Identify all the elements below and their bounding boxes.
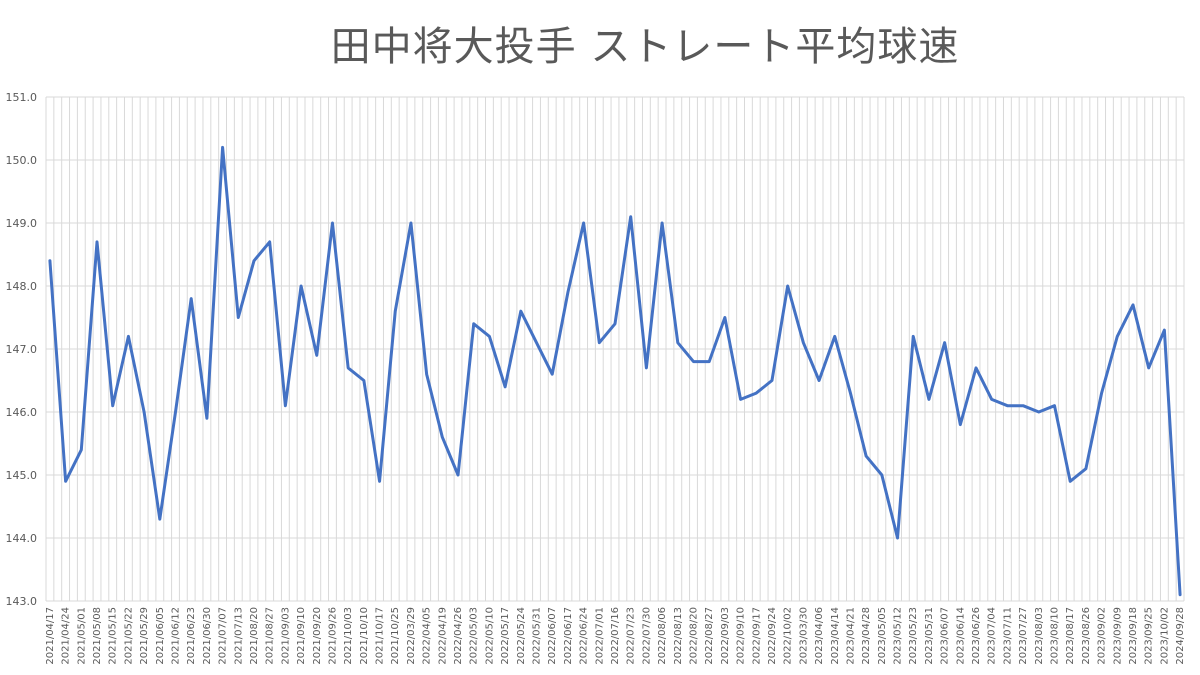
x-tick-label: 2021/05/22 bbox=[123, 607, 134, 665]
x-tick-label: 2023/04/28 bbox=[861, 607, 872, 665]
x-tick-label: 2022/06/24 bbox=[579, 607, 590, 665]
x-tick-label: 2022/05/24 bbox=[516, 607, 527, 665]
series bbox=[48, 145, 1182, 597]
x-tick-label: 2022/04/05 bbox=[422, 607, 433, 665]
x-tick-label: 2023/07/11 bbox=[1002, 607, 1013, 665]
x-tick-label: 2022/05/31 bbox=[532, 607, 543, 665]
x-tick-label: 2021/08/27 bbox=[265, 607, 276, 665]
x-tick-label: 2021/05/01 bbox=[76, 607, 87, 665]
x-tick-label: 2022/09/24 bbox=[767, 607, 778, 665]
x-tick-label: 2022/04/19 bbox=[437, 607, 448, 665]
x-tick-label: 2022/08/06 bbox=[657, 607, 668, 665]
y-tick-label: 149.0 bbox=[6, 217, 38, 230]
x-tick-label: 2024/09/28 bbox=[1175, 607, 1186, 665]
x-tick-label: 2023/04/06 bbox=[814, 607, 825, 665]
x-tick-label: 2022/10/02 bbox=[783, 607, 794, 665]
x-tick-label: 2021/07/13 bbox=[233, 607, 244, 665]
x-tick-label: 2023/09/18 bbox=[1128, 607, 1139, 665]
x-tick-label: 2023/07/04 bbox=[987, 607, 998, 665]
x-tick-label: 2021/06/30 bbox=[202, 607, 213, 665]
x-tick-label: 2023/10/02 bbox=[1159, 607, 1170, 665]
x-tick-label: 2023/06/26 bbox=[971, 607, 982, 665]
x-tick-label: 2023/08/03 bbox=[1034, 607, 1045, 665]
x-tick-label: 2021/06/05 bbox=[155, 607, 166, 665]
x-tick-label: 2022/09/03 bbox=[720, 607, 731, 665]
x-tick-label: 2022/07/30 bbox=[641, 607, 652, 665]
x-tick-label: 2021/09/20 bbox=[312, 607, 323, 665]
chart-title: 田中将大投手 ストレート平均球速 bbox=[330, 24, 960, 70]
x-tick-label: 2021/06/12 bbox=[170, 607, 181, 665]
x-tick-label: 2023/06/14 bbox=[955, 607, 966, 665]
x-tick-label: 2021/09/26 bbox=[327, 607, 338, 665]
x-tick-label: 2023/09/02 bbox=[1097, 607, 1108, 665]
x-tick-label: 2022/05/10 bbox=[484, 607, 495, 665]
x-tick-label: 2022/05/17 bbox=[500, 607, 511, 665]
x-tick-label: 2021/10/17 bbox=[375, 607, 386, 665]
x-tick-label: 2021/05/29 bbox=[139, 607, 150, 665]
x-tick-label: 2021/05/08 bbox=[92, 607, 103, 665]
x-tick-label: 2023/06/07 bbox=[940, 607, 951, 665]
x-tick-label: 2021/04/17 bbox=[45, 607, 56, 665]
x-tick-label: 2023/03/30 bbox=[798, 607, 809, 665]
x-tick-label: 2022/07/23 bbox=[626, 607, 637, 665]
x-tick-label: 2021/10/25 bbox=[390, 607, 401, 665]
x-axis-ticks: 2021/04/17 2021/04/24 2021/05/01 2021/05/08… bbox=[45, 607, 1186, 665]
x-tick-label: 2022/08/13 bbox=[673, 607, 684, 665]
y-tick-label: 147.0 bbox=[6, 343, 38, 356]
x-tick-label: 2023/09/25 bbox=[1144, 607, 1155, 665]
x-tick-label: 2021/07/07 bbox=[218, 607, 229, 665]
y-tick-label: 150.0 bbox=[6, 154, 38, 167]
series-line bbox=[48, 145, 1182, 597]
x-tick-label: 2022/07/16 bbox=[610, 607, 621, 665]
x-tick-label: 2023/08/10 bbox=[1050, 607, 1061, 665]
x-tick-label: 2023/08/26 bbox=[1081, 607, 1092, 665]
x-tick-label: 2022/07/01 bbox=[594, 607, 605, 665]
y-tick-label: 148.0 bbox=[6, 280, 38, 293]
x-tick-label: 2022/03/29 bbox=[406, 607, 417, 665]
x-tick-label: 2022/08/20 bbox=[688, 607, 699, 665]
x-tick-label: 2021/10/03 bbox=[343, 607, 354, 665]
grid-lines bbox=[45, 96, 1185, 602]
x-tick-label: 2021/06/23 bbox=[186, 607, 197, 665]
x-tick-label: 2023/05/05 bbox=[877, 607, 888, 665]
y-tick-label: 143.0 bbox=[6, 595, 38, 608]
x-tick-label: 2023/04/21 bbox=[845, 607, 856, 665]
x-tick-label: 2021/10/10 bbox=[359, 607, 370, 665]
x-tick-label: 2021/05/15 bbox=[108, 607, 119, 665]
x-tick-label: 2022/09/17 bbox=[751, 607, 762, 665]
y-tick-label: 151.0 bbox=[6, 91, 38, 104]
x-tick-label: 2023/05/23 bbox=[908, 607, 919, 665]
x-tick-label: 2023/07/27 bbox=[1018, 607, 1029, 665]
x-tick-label: 2022/05/03 bbox=[469, 607, 480, 665]
x-tick-label: 2022/06/17 bbox=[563, 607, 574, 665]
x-tick-label: 2022/09/10 bbox=[736, 607, 747, 665]
x-tick-label: 2021/08/20 bbox=[249, 607, 260, 665]
y-axis-ticks: 143.0 144.0 145.0 146.0 147.0 148.0 149.0 150.0… bbox=[6, 91, 38, 608]
x-tick-label: 2023/05/31 bbox=[924, 607, 935, 665]
x-tick-label: 2022/04/26 bbox=[453, 607, 464, 665]
x-tick-label: 2023/08/17 bbox=[1065, 607, 1076, 665]
x-tick-label: 2021/04/24 bbox=[61, 607, 72, 665]
x-tick-label: 2022/06/07 bbox=[547, 607, 558, 665]
y-tick-label: 146.0 bbox=[6, 406, 38, 419]
x-tick-label: 2021/09/03 bbox=[280, 607, 291, 665]
x-tick-label: 2023/04/14 bbox=[830, 607, 841, 665]
x-tick-label: 2023/09/09 bbox=[1112, 607, 1123, 665]
x-tick-label: 2021/09/10 bbox=[296, 607, 307, 665]
x-tick-label: 2022/08/27 bbox=[704, 607, 715, 665]
y-tick-label: 145.0 bbox=[6, 469, 38, 482]
y-tick-label: 144.0 bbox=[6, 532, 38, 545]
x-tick-label: 2023/05/12 bbox=[893, 607, 904, 665]
